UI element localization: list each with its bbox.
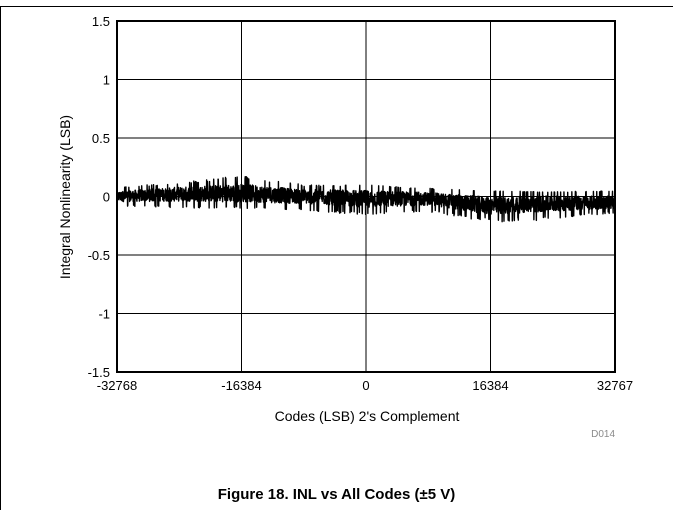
x-tick-labels: -32768 -16384 0 16384 32767 bbox=[97, 378, 633, 393]
x-tick-label: -32768 bbox=[97, 378, 137, 393]
y-tick-label: 1 bbox=[103, 73, 110, 88]
y-tick-labels: 1.5 1 0.5 0 -0.5 -1 -1.5 bbox=[88, 14, 110, 380]
x-tick-label: -16384 bbox=[221, 378, 261, 393]
x-tick-label: 32767 bbox=[597, 378, 633, 393]
y-tick-label: 0.5 bbox=[92, 131, 110, 146]
y-tick-label: -1.5 bbox=[88, 365, 110, 380]
series-line bbox=[116, 175, 616, 223]
series-inl bbox=[116, 175, 616, 223]
x-tick-label: 16384 bbox=[472, 378, 508, 393]
x-tick-label: 0 bbox=[362, 378, 369, 393]
inl-chart: -32768 -16384 0 16384 32767 1.5 1 0.5 0 -0.5 -1 -1… bbox=[57, 14, 633, 440]
figure-caption: Figure 18. INL vs All Codes (±5 V) bbox=[217, 486, 456, 503]
y-axis-label: Integral Nonlinearity (LSB) bbox=[57, 115, 73, 279]
x-axis-label: Codes (LSB) 2's Complement bbox=[275, 408, 460, 424]
y-tick-label: -1 bbox=[98, 307, 110, 322]
y-tick-label: 1.5 bbox=[92, 14, 110, 29]
plot-border bbox=[116, 20, 616, 373]
figure-frame-left bbox=[0, 6, 1, 510]
y-tick-label: 0 bbox=[103, 190, 110, 205]
figure-code: D014 bbox=[591, 429, 615, 440]
y-tick-label: -0.5 bbox=[88, 248, 110, 263]
figure-frame-top bbox=[0, 6, 673, 7]
